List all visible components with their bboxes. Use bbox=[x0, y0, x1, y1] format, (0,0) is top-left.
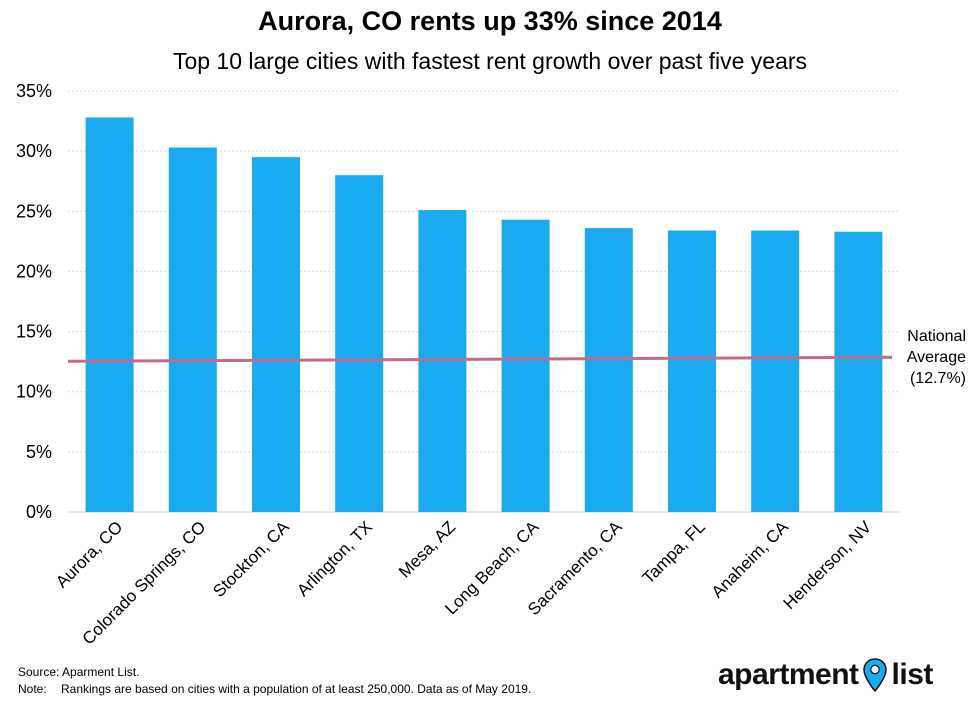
y-tick-label: 30% bbox=[16, 141, 52, 161]
bar bbox=[168, 147, 217, 512]
bar bbox=[335, 175, 384, 512]
source-text: Aparment List. bbox=[62, 665, 140, 679]
y-axis: 0% 5% 10% 15% 20% 25% 30% 35% bbox=[16, 81, 900, 522]
y-tick-label: 5% bbox=[26, 442, 52, 462]
x-tick-label: Stockton, CA bbox=[209, 517, 293, 601]
x-tick-label: Tampa, FL bbox=[639, 517, 709, 587]
footer: Source: Aparment List. Note: Rankings are… bbox=[18, 664, 531, 698]
x-tick-label: Anaheim, CA bbox=[708, 517, 793, 602]
y-tick-label: 15% bbox=[16, 322, 52, 342]
x-tick-label: Arlington, TX bbox=[293, 517, 376, 600]
bar bbox=[668, 230, 716, 512]
location-pin-icon bbox=[862, 658, 887, 692]
note-text: Rankings are based on cities with a popu… bbox=[61, 682, 532, 696]
bar bbox=[834, 231, 883, 512]
reference-line-label: (12.7%) bbox=[910, 370, 966, 387]
apartment-list-logo: apartment list bbox=[718, 655, 933, 695]
y-tick-label: 0% bbox=[26, 502, 52, 522]
bar bbox=[418, 210, 467, 512]
national-average-line: National Average (12.7%) bbox=[67, 328, 966, 387]
bars bbox=[85, 117, 883, 512]
y-tick-label: 25% bbox=[16, 201, 52, 221]
bar-chart: 0% 5% 10% 15% 20% 25% 30% 35% Aurora, COColorad… bbox=[16, 81, 966, 648]
y-tick-label: 20% bbox=[16, 261, 52, 281]
y-tick-label: 35% bbox=[16, 81, 52, 101]
chart-subtitle: Top 10 large cities with fastest rent gr… bbox=[172, 48, 808, 74]
bar bbox=[85, 117, 134, 512]
bar bbox=[501, 219, 550, 512]
x-tick-label: Henderson, NV bbox=[780, 517, 876, 613]
chart-title: Aurora, CO rents up 33% since 2014 bbox=[258, 6, 722, 36]
bar bbox=[252, 157, 300, 512]
logo-word-list: list bbox=[891, 658, 934, 691]
source-label: Source: bbox=[18, 665, 60, 679]
bar bbox=[751, 230, 800, 512]
reference-line-label: Average bbox=[907, 349, 966, 366]
y-tick-label: 10% bbox=[16, 382, 52, 402]
x-tick-label: Mesa, AZ bbox=[395, 517, 459, 581]
reference-line-label: National bbox=[907, 328, 966, 345]
logo-word-apartment: apartment bbox=[718, 658, 859, 691]
reference-line bbox=[67, 355, 893, 363]
bar bbox=[584, 228, 633, 512]
x-tick-label: Aurora, CO bbox=[52, 517, 126, 591]
note-label: Note: bbox=[18, 682, 47, 696]
